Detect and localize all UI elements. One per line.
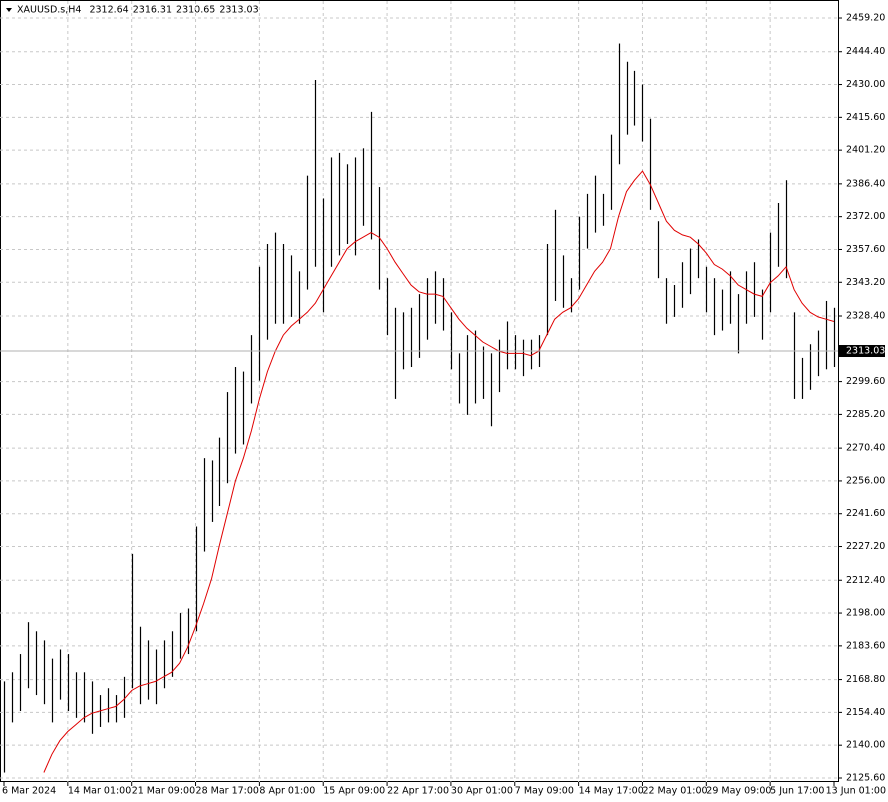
x-tick-label: 14 Mar 01:00 <box>68 786 131 797</box>
x-tick-label: 21 Mar 09:00 <box>132 786 195 797</box>
x-tick-label: 30 Apr 01:00 <box>451 786 513 797</box>
x-tick-label: 15 Apr 09:00 <box>323 786 385 797</box>
y-tick-label: 2430.00 <box>846 79 885 90</box>
x-tick-label: 28 Mar 17:00 <box>196 786 259 797</box>
y-tick-label: 2227.20 <box>846 541 885 552</box>
y-tick-label: 2299.60 <box>846 376 885 387</box>
last-price-box <box>839 345 885 358</box>
y-tick-label: 2357.60 <box>846 244 885 255</box>
last-price-label: 2313.03 <box>846 346 885 357</box>
y-tick-label: 2459.20 <box>846 13 885 24</box>
header-arrow <box>6 8 12 12</box>
y-tick-label: 2386.40 <box>846 178 885 189</box>
symbol: XAUUSD.s,H4 <box>17 5 81 16</box>
x-tick-label: 22 May 01:00 <box>642 786 707 797</box>
y-tick-label: 2270.40 <box>846 443 885 454</box>
header-price: 2316.31 <box>133 5 172 16</box>
x-tick-label: 8 Apr 01:00 <box>259 786 315 797</box>
x-tick-label: 13 Jun 01:00 <box>826 786 886 797</box>
x-tick-label: 7 May 09:00 <box>515 786 574 797</box>
y-tick-label: 2183.60 <box>846 640 885 651</box>
y-tick-label: 2372.00 <box>846 211 885 222</box>
moving-average <box>43 170 835 773</box>
y-tick-label: 2168.80 <box>846 674 885 685</box>
x-tick-label: 5 Jun 17:00 <box>770 786 824 797</box>
y-tick-label: 2256.00 <box>846 475 885 486</box>
y-tick-label: 2328.40 <box>846 310 885 321</box>
y-tick-label: 2198.00 <box>846 608 885 619</box>
y-tick-label: 2343.20 <box>846 277 885 288</box>
y-tick-label: 2444.40 <box>846 46 885 57</box>
y-tick-label: 2154.40 <box>846 707 885 718</box>
y-tick-label: 2415.60 <box>846 112 885 123</box>
x-tick-label: 14 May 17:00 <box>579 786 644 797</box>
x-tick-label: 6 Mar 2024 <box>2 786 56 797</box>
y-tick-label: 2140.00 <box>846 740 885 751</box>
header-price: 2313.03 <box>219 5 258 16</box>
x-tick-label: 22 Apr 17:00 <box>387 786 449 797</box>
y-tick-label: 2401.20 <box>846 145 885 156</box>
y-tick-label: 2212.40 <box>846 575 885 586</box>
y-tick-label: 2125.60 <box>846 772 885 783</box>
y-tick-label: 2285.20 <box>846 409 885 420</box>
x-tick-label: 29 May 09:00 <box>706 786 771 797</box>
header-price: 2312.64 <box>89 5 128 16</box>
y-tick-label: 2241.60 <box>846 508 885 519</box>
